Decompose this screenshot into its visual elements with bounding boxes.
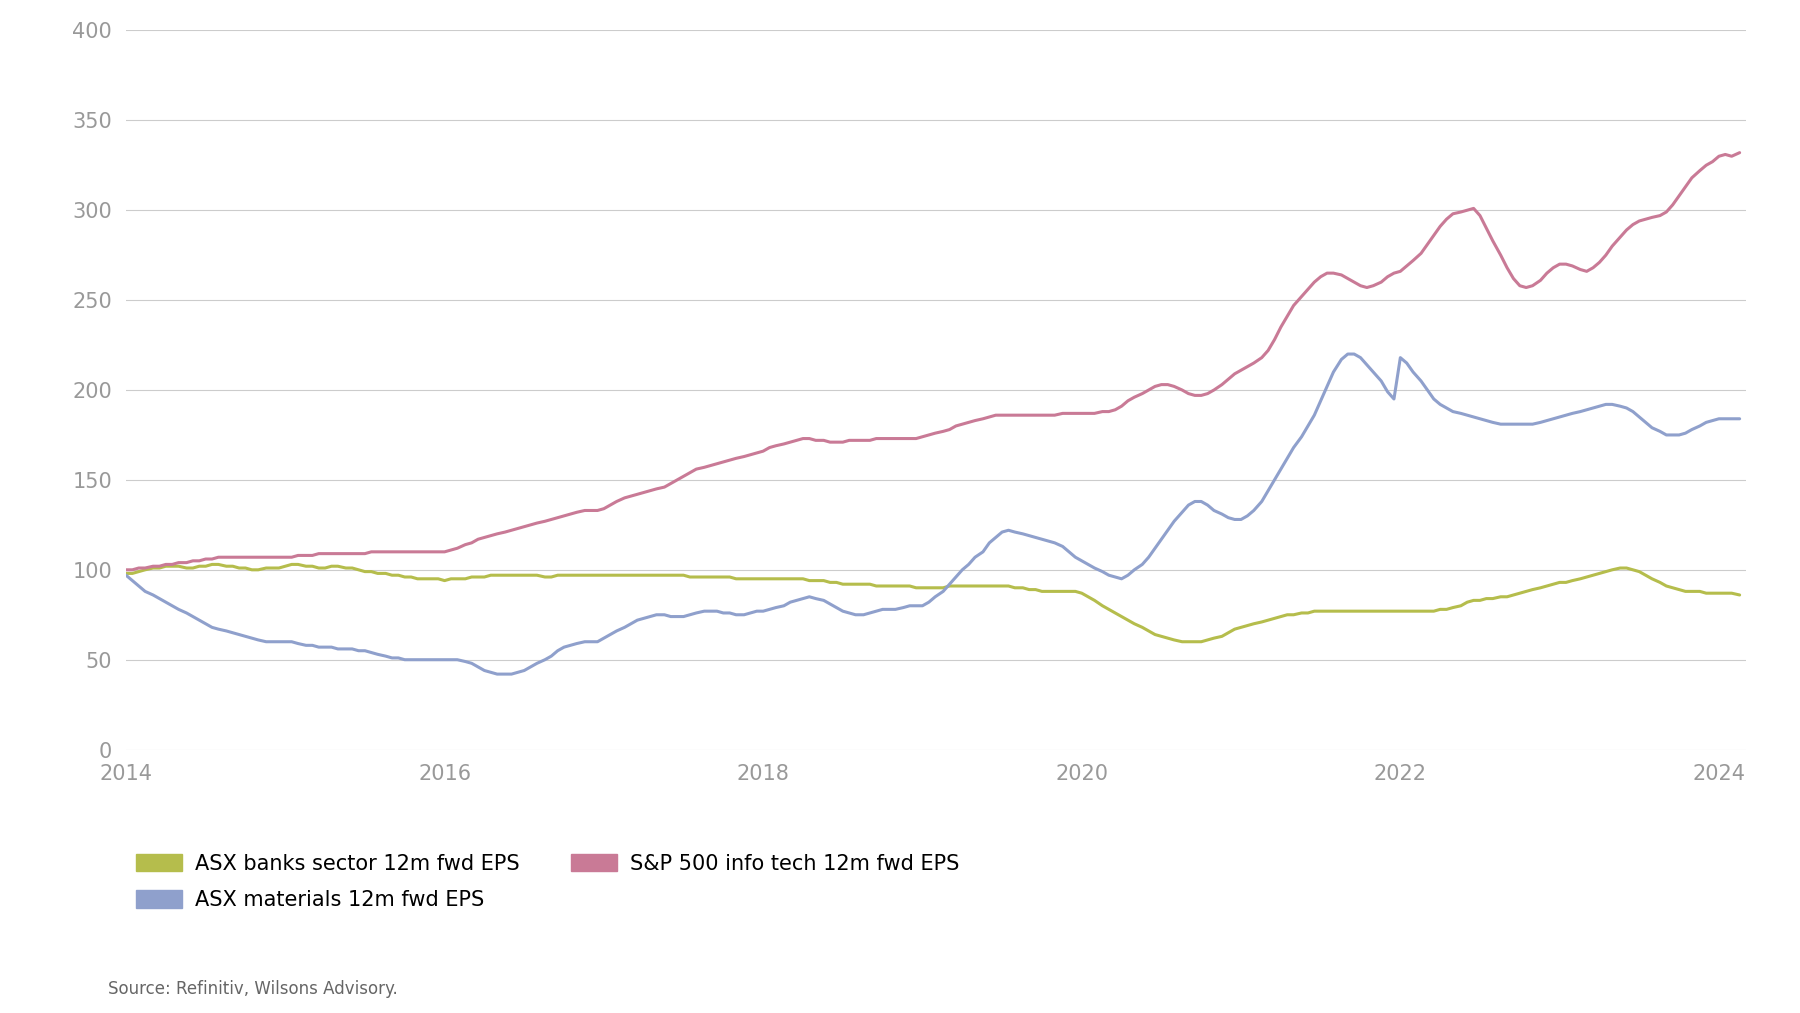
Text: Source: Refinitiv, Wilsons Advisory.: Source: Refinitiv, Wilsons Advisory. — [108, 980, 398, 998]
Legend: ASX banks sector 12m fwd EPS, ASX materials 12m fwd EPS, S&P 500 info tech 12m f: ASX banks sector 12m fwd EPS, ASX materi… — [137, 854, 959, 911]
